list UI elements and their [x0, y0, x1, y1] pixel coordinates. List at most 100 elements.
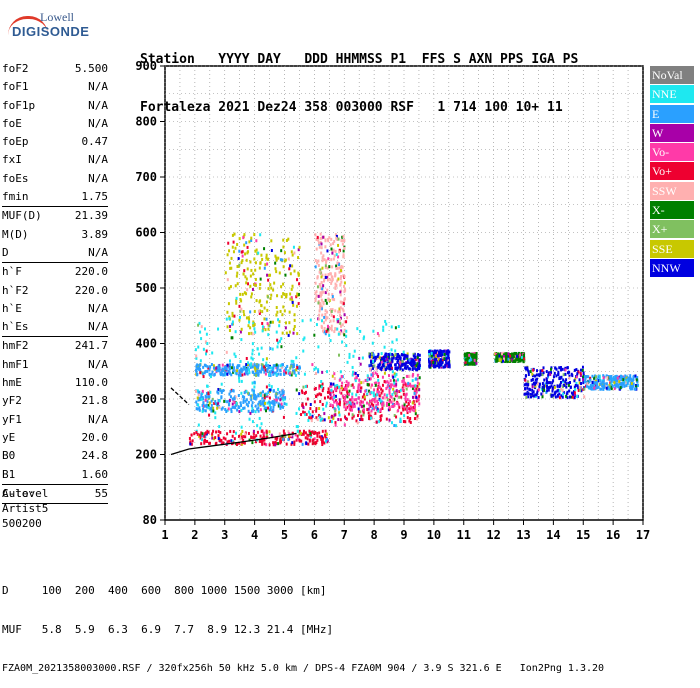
echo-point	[198, 398, 201, 402]
echo-point	[219, 388, 222, 392]
echo-point	[265, 392, 268, 396]
param-value: 1.75	[81, 190, 109, 204]
echo-point	[558, 366, 561, 370]
echo-point	[301, 319, 304, 323]
echo-point	[319, 306, 322, 310]
echo-point	[347, 412, 350, 416]
echo-point	[376, 399, 379, 403]
echo-point	[242, 438, 245, 442]
echo-point	[284, 321, 287, 325]
echo-point	[367, 411, 370, 415]
echo-point	[329, 308, 332, 312]
echo-point	[254, 268, 257, 272]
echo-point	[407, 402, 410, 406]
echo-point	[474, 354, 477, 358]
echo-point	[326, 328, 329, 332]
echo-point	[248, 368, 251, 372]
echo-point	[243, 406, 246, 410]
echo-point	[593, 386, 596, 390]
echo-point	[343, 402, 346, 406]
echo-point	[226, 432, 229, 436]
echo-point	[263, 442, 266, 446]
echo-point	[370, 373, 373, 377]
echo-point	[431, 350, 434, 354]
echo-point	[470, 358, 473, 362]
echo-point	[256, 424, 259, 428]
echo-point	[268, 373, 271, 377]
echo-point	[524, 374, 527, 378]
echo-point	[320, 393, 323, 397]
echo-point	[252, 322, 255, 326]
param-row: foEs N/A	[2, 170, 108, 188]
echo-point	[464, 362, 467, 366]
param-value: N/A	[88, 301, 108, 315]
echo-point	[416, 417, 419, 421]
echo-point	[413, 406, 416, 410]
echo-point	[326, 390, 329, 394]
echo-point	[428, 351, 431, 355]
echo-point	[339, 316, 342, 320]
echo-point	[402, 392, 405, 396]
y-tick-label: 500	[135, 281, 157, 295]
echo-point	[274, 443, 277, 447]
echo-point	[331, 295, 334, 299]
echo-point	[389, 361, 392, 365]
echo-point	[254, 369, 257, 373]
echo-point	[291, 369, 294, 373]
echo-point	[622, 381, 625, 385]
echo-point	[366, 392, 369, 396]
logo-arc	[8, 16, 48, 35]
echo-point	[386, 393, 389, 397]
echo-point	[237, 394, 240, 398]
echo-point	[401, 387, 404, 391]
echo-point	[320, 236, 323, 240]
echo-point	[340, 324, 343, 328]
echo-point	[531, 374, 534, 378]
echo-point	[288, 330, 291, 334]
echo-point	[402, 353, 405, 357]
echo-point	[368, 414, 371, 418]
echo-point	[377, 390, 380, 394]
echo-point	[254, 277, 257, 281]
echo-point	[216, 406, 219, 410]
echo-point	[416, 373, 419, 377]
echo-point	[495, 357, 498, 361]
echo-point	[469, 362, 472, 366]
echo-point	[404, 407, 407, 411]
echo-point	[502, 357, 505, 361]
echo-point	[570, 391, 573, 395]
echo-point	[197, 393, 200, 397]
echo-point	[247, 409, 250, 413]
echo-point	[578, 385, 581, 389]
param-name: yE	[2, 430, 16, 444]
echo-point	[285, 293, 288, 297]
echo-point	[279, 372, 282, 376]
echo-point	[224, 407, 227, 411]
echo-point	[372, 403, 375, 407]
echo-point	[446, 359, 449, 363]
echo-point	[344, 384, 347, 388]
echo-point	[268, 443, 271, 447]
echo-point	[318, 435, 321, 439]
echo-point	[309, 402, 312, 406]
echo-point	[332, 393, 335, 397]
echo-point	[386, 357, 389, 361]
echo-point	[359, 418, 362, 422]
echo-point	[359, 389, 362, 393]
echo-point	[408, 374, 411, 378]
echo-point	[276, 345, 279, 349]
param-row: yE 20.0	[2, 429, 108, 447]
echo-point	[546, 375, 549, 379]
echo-point	[388, 407, 391, 411]
echo-point	[236, 242, 239, 246]
echo-point	[295, 438, 298, 442]
echo-point	[382, 364, 385, 368]
echo-point	[207, 403, 210, 407]
echo-point	[399, 388, 402, 392]
echo-point	[263, 435, 266, 439]
echo-point	[322, 436, 325, 440]
echo-point	[589, 378, 592, 382]
echo-point	[242, 441, 245, 445]
echo-point	[606, 376, 609, 380]
echo-point	[342, 302, 345, 306]
